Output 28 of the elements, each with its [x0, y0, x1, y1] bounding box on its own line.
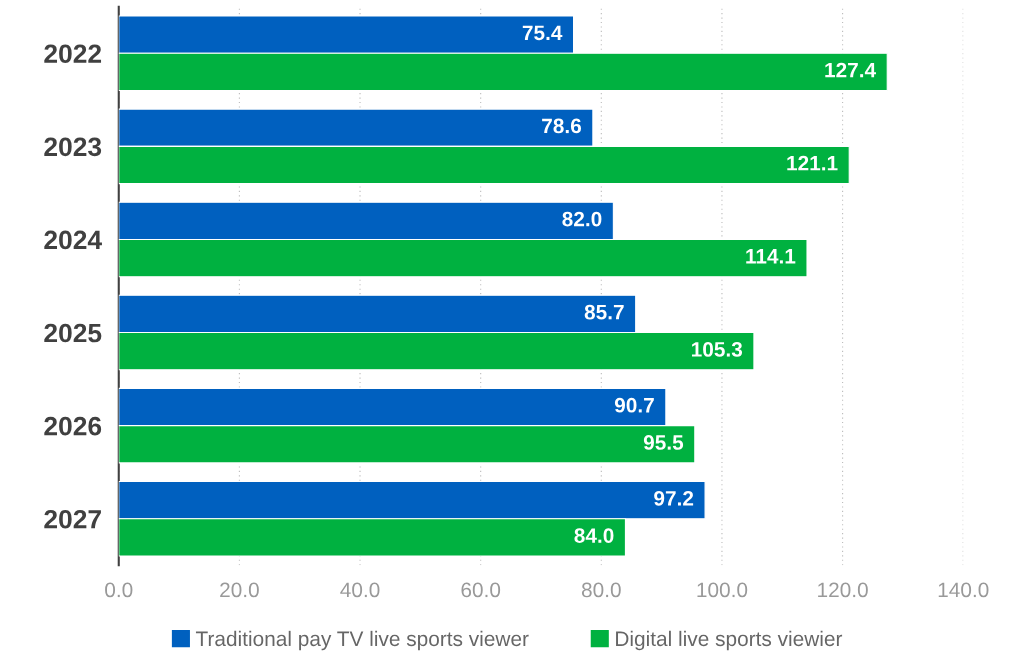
data-label: 82.0 [562, 211, 602, 227]
data-label: 105.3 [692, 342, 743, 357]
x-tick-label: 20.0 [220, 582, 259, 598]
x-tick-label: 60.0 [461, 582, 501, 598]
x-tick-label: 0.0 [105, 582, 133, 598]
x-tick-label: 140.0 [938, 582, 989, 598]
legend-label: Traditional pay TV live sports viewer [195, 630, 529, 651]
data-label: 85.7 [584, 304, 624, 320]
data-label: 84.0 [574, 528, 614, 543]
x-tick-label: 40.0 [340, 582, 380, 598]
y-tick-label: 2022 [44, 44, 102, 64]
x-tick-label: 120.0 [818, 582, 868, 598]
x-tick-label: 80.0 [581, 582, 621, 598]
y-tick-label: 2026 [44, 416, 102, 436]
data-label: 75.4 [522, 25, 563, 41]
legend-label: Digital live sports viewier [616, 630, 843, 651]
data-label: 127.4 [825, 62, 877, 78]
y-tick-label: 2023 [44, 137, 102, 157]
data-label: 97.2 [654, 490, 694, 506]
data-label: 95.5 [643, 435, 684, 450]
data-label: 114.1 [746, 249, 796, 264]
x-tick-label: 100.0 [697, 582, 748, 598]
y-tick-label: 2024 [44, 230, 102, 250]
data-label: 90.7 [614, 397, 654, 413]
data-label: 78.6 [542, 118, 582, 134]
data-label: 121.1 [787, 155, 838, 171]
y-tick-label: 2027 [44, 509, 101, 529]
y-tick-label: 2025 [44, 323, 102, 343]
